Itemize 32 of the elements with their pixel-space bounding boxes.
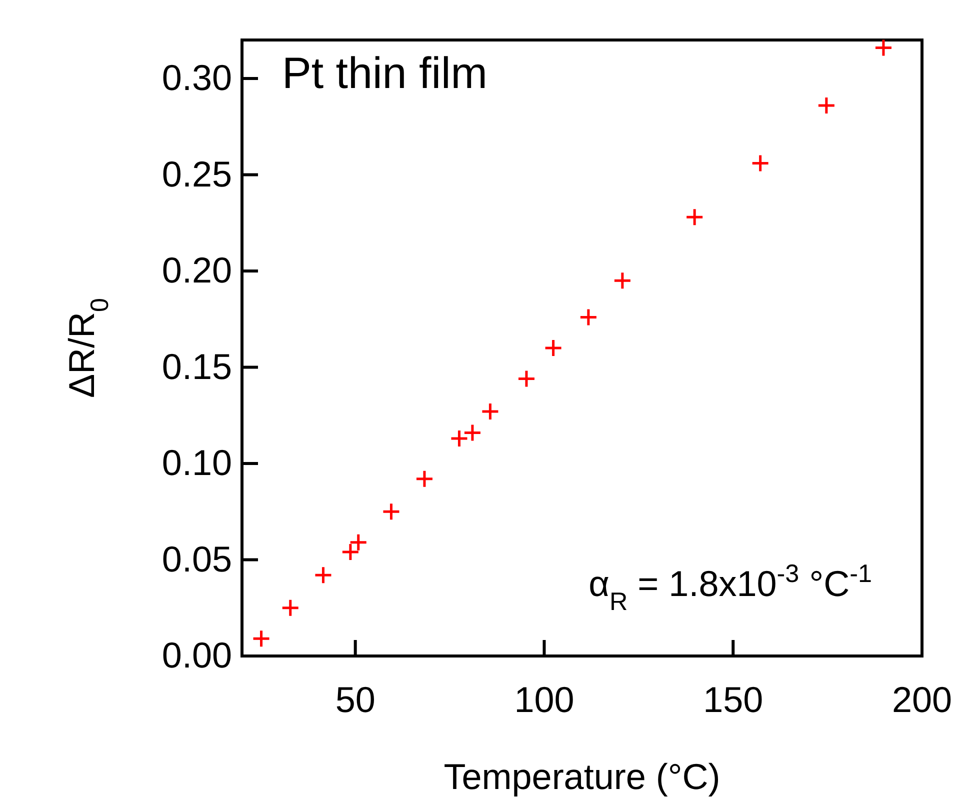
- y-tick-label: 0.20: [162, 250, 232, 291]
- y-tick-label: 0.05: [162, 538, 232, 580]
- point: [579, 308, 598, 326]
- point: [450, 429, 468, 448]
- point: [685, 208, 704, 226]
- y-tick-label: 0.10: [162, 442, 232, 484]
- point: [817, 96, 836, 115]
- point: [613, 271, 632, 290]
- point: [349, 533, 368, 552]
- annotation: α$_{R}$ = 1.8x10$^{-3}$ °C$^{-1}$: [588, 560, 872, 616]
- y-tick-label: 0.30: [162, 57, 232, 98]
- point: [415, 470, 434, 488]
- y-tick-label: 0.15: [162, 346, 232, 387]
- x-tick-label: 150: [703, 679, 764, 720]
- x-tick-label: 200: [892, 679, 952, 720]
- point: [252, 629, 271, 648]
- point: [341, 542, 360, 562]
- point: [544, 338, 563, 358]
- x-tick-label: 50: [335, 679, 376, 720]
- point: [382, 502, 400, 521]
- point: [314, 566, 332, 584]
- point: [751, 154, 770, 172]
- annotation: Pt thin film: [282, 49, 488, 98]
- y-tick-label: 0.00: [162, 634, 232, 676]
- y-tick-label: 0.25: [162, 153, 232, 194]
- point: [480, 402, 500, 421]
- point: [281, 598, 300, 618]
- point: [463, 423, 482, 442]
- point: [517, 370, 536, 388]
- point: [874, 38, 893, 57]
- x-tick-label: 100: [514, 679, 574, 720]
- x-axis-title: Temperature (°C): [444, 756, 720, 797]
